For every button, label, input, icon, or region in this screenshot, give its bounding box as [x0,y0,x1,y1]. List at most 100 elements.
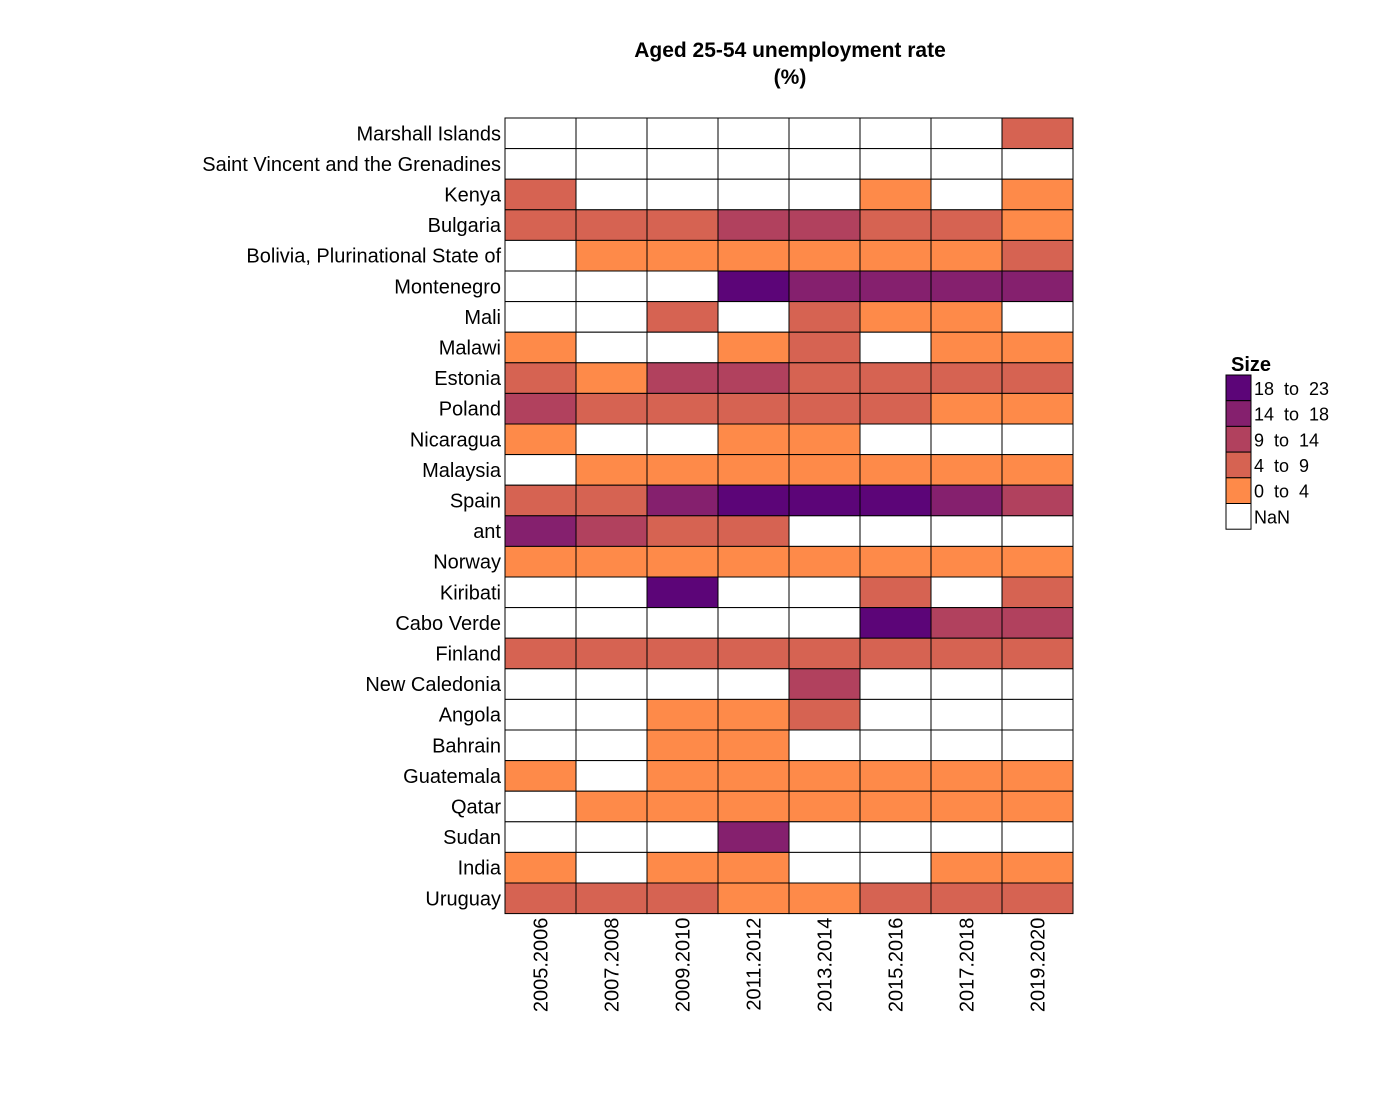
column-label: 2017.2018 [957,918,979,1013]
heatmap-cell [788,362,861,394]
heatmap-cell [646,637,719,670]
heatmap-cell [504,301,577,333]
heatmap-cell [930,515,1003,547]
heatmap-cell [930,882,1003,915]
heatmap-cell [788,301,861,333]
heatmap-cell [575,454,648,486]
heatmap-cell [646,209,719,241]
heatmap-cell [930,423,1003,456]
heatmap-cell [930,301,1003,333]
heatmap-cell [788,148,861,180]
heatmap-cell [859,484,932,517]
heatmap-cell [788,821,861,853]
heatmap-cell [575,668,648,700]
heatmap-cell [646,882,719,915]
row-label: India [458,858,502,880]
heatmap-cell [930,668,1003,700]
heatmap-cell [859,821,932,853]
row-label: Marshall Islands [356,123,501,145]
heatmap-cell [717,301,790,333]
heatmap-cell [859,239,932,272]
heatmap-cell [575,698,648,731]
heatmap-cell [859,178,932,211]
heatmap-cell [1001,637,1074,670]
heatmap-cell [859,760,932,792]
heatmap-cell [859,790,932,823]
row-label: Bulgaria [428,215,502,237]
heatmap-cell [717,637,790,670]
row-label: Qatar [451,797,501,819]
heatmap-cell [575,239,648,272]
heatmap-cell [788,545,861,578]
heatmap-cell [788,790,861,823]
heatmap-cell [504,698,577,731]
row-label: Bolivia, Plurinational State of [246,246,501,268]
heatmap-cell [717,760,790,792]
heatmap-cell [930,637,1003,670]
heatmap-cell [788,239,861,272]
heatmap-cell [788,454,861,486]
heatmap-cell [1001,851,1074,884]
heatmap-cell [646,148,719,180]
heatmap-cell [859,423,932,456]
legend-label: 0 to 4 [1254,482,1309,502]
heatmap-cell [575,362,648,394]
heatmap-cell [930,362,1003,394]
row-label: Mali [464,307,501,329]
heatmap-cell [717,209,790,241]
heatmap-cell [1001,821,1074,853]
column-label: 2007.2008 [602,918,624,1013]
heatmap-cell [1001,301,1074,333]
heatmap-cell [930,209,1003,241]
chart-subtitle: (%) [774,66,807,89]
heatmap-cell [575,729,648,762]
heatmap-cell [504,270,577,303]
heatmap-cell [930,454,1003,486]
heatmap-cell [788,331,861,364]
heatmap-cell [504,576,577,609]
row-label: Nicaragua [410,429,502,451]
row-label: ant [473,521,501,543]
heatmap-cell [646,270,719,303]
heatmap-cell [717,576,790,609]
heatmap-cell [859,882,932,915]
legend-swatch [1225,400,1252,427]
heatmap-cell [1001,790,1074,823]
heatmap-cell [717,545,790,578]
heatmap-cell [930,729,1003,762]
heatmap-cell [717,821,790,853]
heatmap-cell [504,117,577,150]
heatmap-cell [1001,729,1074,762]
heatmap-cell [930,239,1003,272]
heatmap-cell [788,209,861,241]
heatmap-cell [717,454,790,486]
row-label: Cabo Verde [395,613,501,635]
heatmap-cell [859,515,932,547]
heatmap-cell [646,117,719,150]
heatmap-cell [859,454,932,486]
heatmap-cell [646,423,719,456]
heatmap-cell [1001,515,1074,547]
heatmap-cell [717,148,790,180]
row-label: Uruguay [425,888,501,910]
row-label: Montenegro [394,276,501,298]
heatmap-cell [930,576,1003,609]
heatmap-cell [788,668,861,700]
heatmap-cell [788,484,861,517]
heatmap-cell [575,117,648,150]
heatmap-cell [859,576,932,609]
heatmap-cell [646,301,719,333]
legend-swatch [1225,425,1252,453]
row-label: Malaysia [422,460,502,482]
heatmap-cell [859,270,932,303]
heatmap-cell [504,209,577,241]
heatmap-cell [575,545,648,578]
heatmap-cell [930,392,1003,425]
heatmap-cell [575,270,648,303]
heatmap-cell [788,637,861,670]
heatmap-cell [859,851,932,884]
heatmap-cell [504,148,577,180]
legend-swatch [1225,451,1252,479]
heatmap-cell [646,729,719,762]
heatmap-cell [504,668,577,700]
